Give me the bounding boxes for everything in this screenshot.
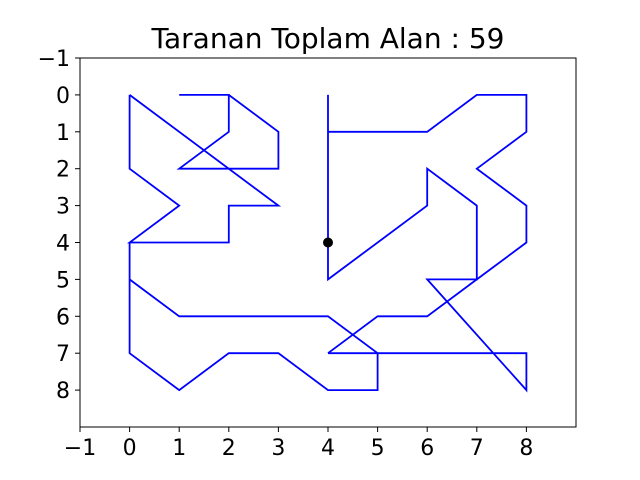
path-segment-0 (176, 94, 280, 170)
y-tick-label: 7 (56, 342, 70, 367)
x-tick-label: 5 (371, 436, 385, 461)
x-tick-label: −1 (64, 436, 96, 461)
y-tick-label: 8 (56, 379, 70, 404)
y-axis: −1 0 1 2 3 4 5 6 7 8 (38, 47, 80, 404)
y-tick-label: 3 (56, 195, 70, 220)
path-segment-3 (327, 94, 528, 393)
x-tick-label: 2 (222, 436, 236, 461)
y-tick-label: 4 (56, 232, 70, 257)
x-axis: −1 0 1 2 3 4 5 6 7 8 (64, 427, 533, 461)
x-tick-label: 8 (519, 436, 533, 461)
y-tick-label: −1 (38, 47, 70, 72)
x-tick-label: 0 (123, 436, 137, 461)
y-tick-label: 2 (56, 158, 70, 183)
plot-area (79, 57, 577, 428)
path-segment-5 (327, 278, 478, 354)
path-segment-2 (128, 242, 379, 392)
x-tick-label: 6 (420, 436, 434, 461)
y-tick-label: 1 (56, 121, 70, 146)
current-position-marker (323, 237, 333, 248)
y-tick-label: 5 (56, 268, 70, 293)
path-segment-1 (126, 94, 282, 244)
x-tick-label: 7 (470, 436, 484, 461)
chart-title: Taranan Toplam Alan : 59 (151, 22, 505, 55)
y-tick-label: 6 (56, 305, 70, 330)
y-tick-label: 0 (56, 84, 70, 109)
x-tick-label: 3 (271, 436, 285, 461)
x-tick-label: 1 (172, 436, 186, 461)
path-segment-4 (328, 94, 528, 281)
x-tick-label: 4 (321, 436, 335, 461)
